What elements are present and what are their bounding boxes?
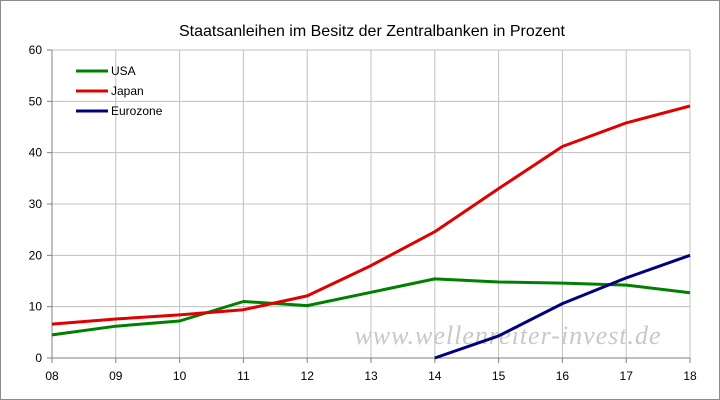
x-tick-label: 09	[109, 369, 123, 383]
x-tick-label: 16	[556, 369, 570, 383]
legend-label: Japan	[111, 84, 144, 98]
x-tick-label: 15	[492, 369, 506, 383]
x-tick-label: 12	[301, 369, 315, 383]
series-lines	[51, 104, 691, 360]
series-line-japan	[51, 104, 691, 326]
y-tick-label: 20	[29, 248, 43, 262]
gridlines	[52, 49, 691, 358]
legend-label: Eurozone	[111, 104, 163, 118]
x-tick-label: 14	[428, 369, 442, 383]
x-tick-label: 13	[364, 369, 378, 383]
y-tick-label: 50	[29, 94, 43, 108]
chart-title: Staatsanleihen im Besitz der Zentralbank…	[179, 23, 566, 40]
x-tick-label: 18	[683, 369, 697, 383]
x-tick-label: 08	[45, 369, 59, 383]
x-tick-label: 11	[237, 369, 250, 383]
series-line-usa	[51, 277, 691, 337]
y-tick-label: 40	[29, 146, 43, 160]
y-tick-label: 60	[29, 43, 43, 57]
y-tick-label: 30	[29, 197, 43, 211]
series-line-eurozone	[434, 253, 691, 360]
x-tick-label: 10	[173, 369, 187, 383]
y-tick-label: 0	[35, 351, 42, 365]
legend: USA Japan Eurozone	[76, 64, 163, 118]
axes	[47, 49, 691, 363]
legend-label: USA	[111, 64, 136, 78]
watermark-text: www.wellenreiter-invest.de	[354, 321, 661, 350]
x-tick-label: 17	[620, 369, 634, 383]
tick-labels: 0 10 20 30 40 50 60 08 09 10 11 12 13 14 15 16 17 18	[29, 43, 697, 383]
y-tick-label: 10	[29, 300, 43, 314]
